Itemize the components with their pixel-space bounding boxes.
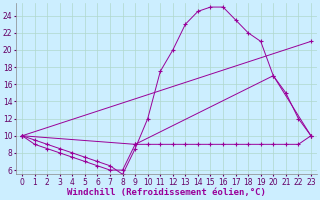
X-axis label: Windchill (Refroidissement éolien,°C): Windchill (Refroidissement éolien,°C)	[67, 188, 266, 197]
